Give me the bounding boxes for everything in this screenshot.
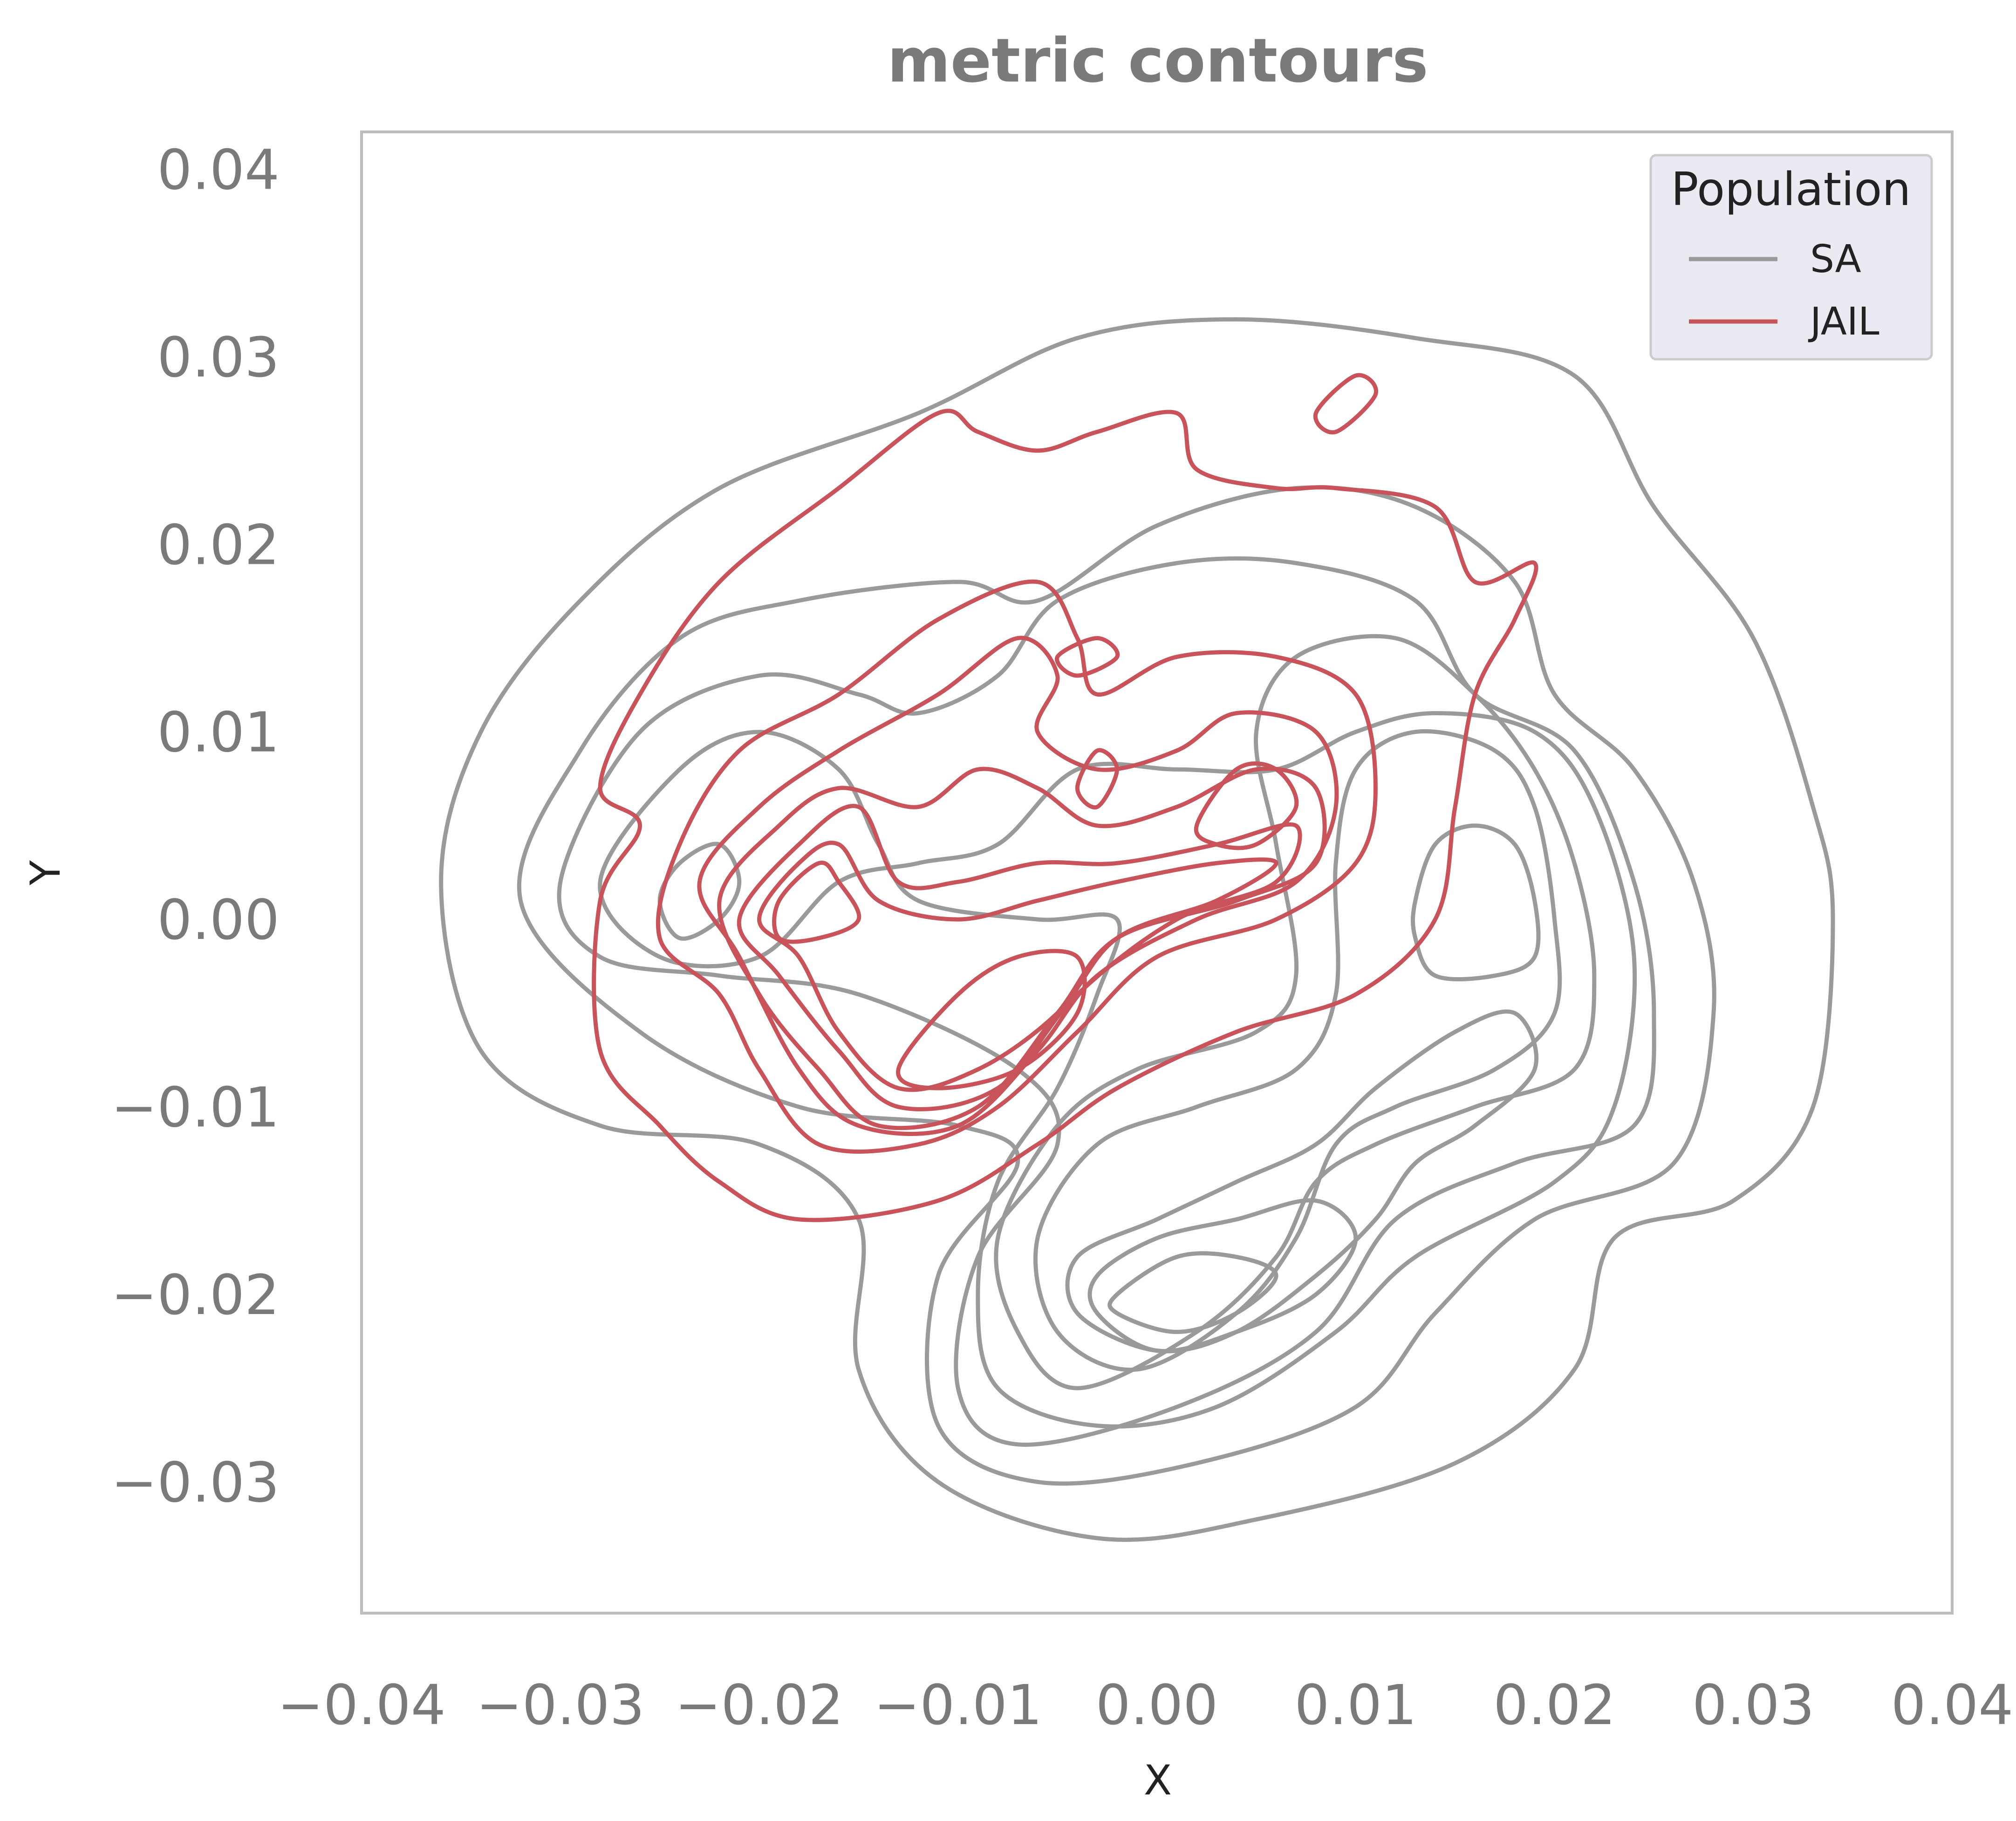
legend-label-sa: SA (1810, 237, 1861, 281)
x-tick-label: −0.01 (874, 1673, 1042, 1737)
contour-line-jail (757, 841, 1278, 1092)
x-tick-labels: −0.04 −0.03 −0.02 −0.01 0.00 0.01 0.02 0.03 0.04 (277, 1673, 2013, 1737)
contour-line-jail (592, 409, 1538, 1222)
contour-line-sa (994, 634, 1597, 1390)
contour-line-sa (1087, 1198, 1358, 1354)
contour-line-sa (657, 842, 742, 941)
x-tick-label: 0.00 (1096, 1673, 1218, 1737)
legend-title: Population (1671, 163, 1911, 216)
contour-line-jail (1055, 636, 1120, 678)
contour-line-sa (439, 317, 1835, 1542)
contour-line-jail (1313, 373, 1378, 435)
x-tick-label: 0.02 (1493, 1673, 1616, 1737)
contour-line-sa (598, 711, 1637, 1429)
contour-layer (439, 317, 1835, 1542)
contour-line-jail (697, 636, 1339, 1136)
contour-line-jail (656, 579, 1378, 1154)
x-tick-label: −0.04 (277, 1673, 446, 1737)
legend: Population SA JAIL (1649, 154, 1933, 361)
y-tick-label: 0.01 (157, 700, 280, 765)
chart-title: metric contours (887, 25, 1428, 96)
y-tick-label: −0.03 (111, 1450, 280, 1514)
y-tick-label: 0.03 (157, 325, 280, 390)
y-tick-labels: −0.03 −0.02 −0.01 0.00 0.01 0.02 0.03 0.04 (111, 137, 280, 1514)
y-tick-label: 0.00 (157, 888, 280, 952)
plot-frame (360, 130, 1954, 1615)
y-axis-label: Y (21, 860, 69, 886)
legend-label-jail: JAIL (1808, 300, 1879, 344)
legend-box (1649, 154, 1933, 361)
x-tick-label: 0.01 (1294, 1673, 1417, 1737)
x-tick-label: 0.03 (1692, 1673, 1815, 1737)
contour-line-jail (717, 767, 1327, 1130)
x-tick-label: 0.04 (1891, 1673, 2014, 1737)
contour-line-jail (1075, 748, 1120, 810)
contour-line-jail (1194, 761, 1299, 850)
x-axis-label: X (1144, 1756, 1172, 1804)
contour-line-sa (1107, 1251, 1278, 1334)
y-tick-label: −0.01 (111, 1075, 280, 1140)
contour-line-jail (772, 860, 861, 944)
y-tick-label: 0.02 (157, 513, 280, 577)
x-tick-label: −0.03 (476, 1673, 645, 1737)
y-tick-label: 0.04 (157, 137, 280, 202)
contour-line-sa (517, 485, 1716, 1486)
contour-line-jail (896, 949, 1087, 1090)
y-tick-label: −0.02 (111, 1263, 280, 1327)
x-tick-label: −0.02 (675, 1673, 844, 1737)
contour-line-jail (737, 804, 1302, 1112)
